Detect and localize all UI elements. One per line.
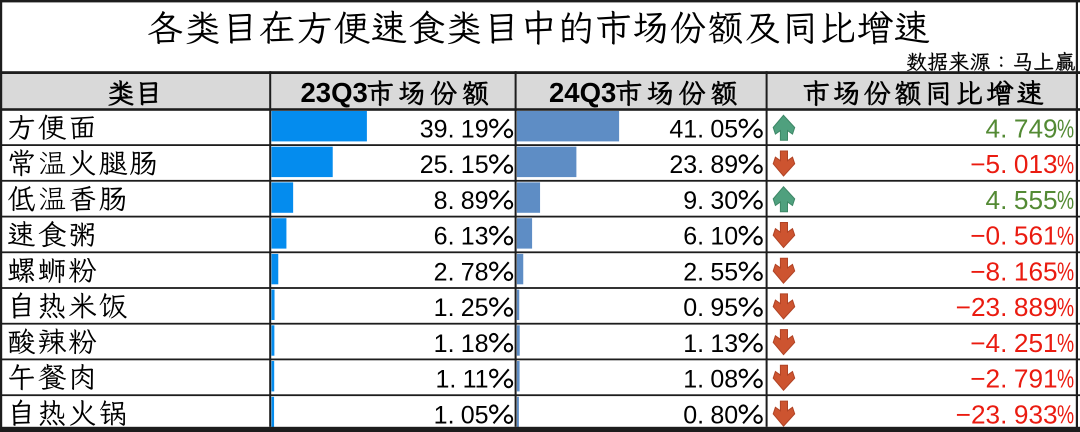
svg-text:0. 95: 0. 95 [683, 294, 738, 322]
svg-text:−2. 791: −2. 791 [970, 364, 1057, 394]
svg-text:1. 08: 1. 08 [683, 366, 738, 394]
svg-text:23. 89: 23. 89 [669, 151, 738, 179]
svg-text:8. 89: 8. 89 [434, 187, 489, 215]
svg-text:25. 15: 25. 15 [420, 151, 489, 179]
svg-text:−23. 933: −23. 933 [956, 399, 1058, 429]
svg-text:6. 10: 6. 10 [683, 223, 738, 251]
svg-text:23Q3: 23Q3 [301, 77, 368, 108]
svg-text:24Q3: 24Q3 [549, 77, 616, 108]
svg-text:9. 30: 9. 30 [683, 187, 738, 215]
svg-text:2. 78: 2. 78 [434, 258, 489, 286]
svg-text:4. 749: 4. 749 [986, 114, 1058, 144]
svg-text:1. 05: 1. 05 [434, 401, 489, 429]
svg-text:1. 13: 1. 13 [683, 330, 738, 358]
svg-text:−23. 889: −23. 889 [956, 292, 1058, 322]
svg-text:−8. 165: −8. 165 [970, 256, 1057, 286]
svg-text:1. 18: 1. 18 [434, 330, 489, 358]
svg-text:39. 19: 39. 19 [420, 116, 489, 144]
svg-text:−5. 013: −5. 013 [970, 149, 1057, 179]
svg-text:6. 13: 6. 13 [434, 223, 489, 251]
svg-text:1. 25: 1. 25 [434, 294, 489, 322]
svg-text:2. 55: 2. 55 [683, 258, 738, 286]
svg-text:4. 555: 4. 555 [986, 185, 1058, 215]
svg-text:−4. 251: −4. 251 [970, 328, 1057, 358]
svg-text:−0. 561: −0. 561 [970, 221, 1057, 251]
svg-text:1. 11: 1. 11 [436, 366, 489, 394]
svg-text:0. 80: 0. 80 [683, 401, 738, 429]
svg-text:41. 05: 41. 05 [669, 116, 738, 144]
